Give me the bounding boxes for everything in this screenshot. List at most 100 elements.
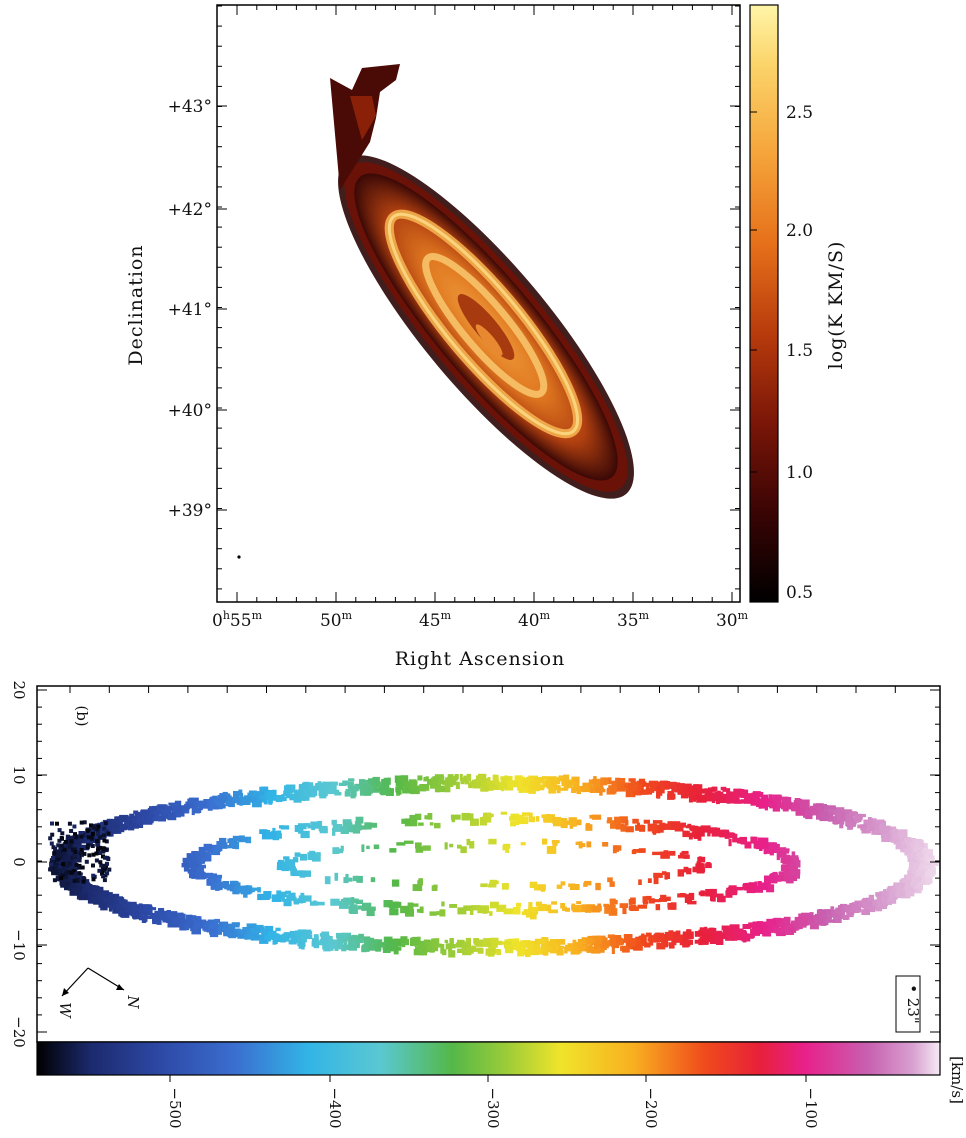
velocity-pixel — [516, 817, 523, 824]
velocity-pixel — [197, 800, 207, 808]
velocity-pixel — [112, 824, 121, 832]
velocity-pixel — [275, 927, 281, 932]
top-xtick-label-5: 30m — [716, 609, 749, 631]
velocity-pixel — [485, 818, 492, 823]
velocity-pixel — [761, 882, 769, 891]
velocity-pixel — [780, 857, 790, 863]
velocity-pixel — [638, 848, 646, 853]
velocity-pixel — [444, 784, 451, 792]
velocity-pixel — [725, 932, 734, 938]
velocity-pixel — [265, 830, 271, 834]
velocity-pixel — [680, 822, 686, 828]
velocity-pixel — [61, 850, 66, 855]
velocity-pixel — [608, 777, 612, 785]
velocity-pixel — [302, 934, 313, 940]
velocity-pixel — [397, 787, 402, 795]
velocity-pixel — [852, 905, 860, 911]
velocity-pixel — [69, 870, 74, 875]
velocity-pixel — [845, 814, 854, 823]
velocity-pixel — [149, 806, 156, 810]
velocity-pixel — [193, 801, 201, 806]
velocity-pixel — [348, 778, 355, 782]
velocity-pixel — [655, 904, 661, 911]
velocity-pixel — [279, 825, 284, 829]
velocity-pixel — [691, 788, 697, 796]
velocity-pixel — [659, 826, 664, 833]
bottom-tick-marks — [37, 686, 940, 1033]
velocity-pixel — [616, 935, 622, 942]
velocity-pixel — [299, 873, 306, 878]
velocity-pixel — [144, 906, 151, 913]
velocity-pixel — [94, 858, 99, 863]
velocity-pixel — [549, 939, 559, 943]
velocity-pixel — [355, 899, 363, 904]
velocity-pixel — [77, 858, 82, 863]
velocity-pixel — [925, 849, 933, 857]
top-cbar-label-3: 1.0 — [786, 463, 813, 483]
velocity-pixel — [389, 908, 399, 916]
velocity-pixel — [418, 878, 423, 886]
velocity-pixel — [528, 902, 533, 909]
velocity-pixel — [652, 820, 663, 824]
velocity-pixel — [292, 857, 299, 863]
velocity-pixel — [901, 839, 906, 845]
velocity-pixel — [842, 915, 849, 920]
velocity-pixel — [671, 823, 680, 828]
velocity-pixel — [405, 909, 414, 917]
velocity-pixel — [438, 780, 444, 785]
velocity-pixel — [815, 913, 823, 922]
velocity-pixel — [348, 935, 357, 944]
velocity-pixel — [75, 853, 80, 858]
velocity-pixel — [146, 811, 157, 820]
velocity-pixel — [925, 865, 933, 869]
velocity-pixel — [164, 911, 169, 917]
velocity-pixel — [867, 817, 872, 822]
velocity-pixel — [197, 867, 204, 872]
velocity-pixel — [505, 846, 510, 853]
velocity-pixel — [224, 928, 233, 934]
velocity-pixel — [861, 909, 870, 915]
velocity-pixel — [647, 937, 656, 942]
velocity-pixel — [227, 931, 234, 937]
velocity-pixel — [198, 846, 205, 853]
velocity-pixel — [274, 934, 280, 942]
velocity-pixel — [289, 930, 298, 938]
velocity-pixel — [791, 924, 801, 930]
velocity-pixel — [534, 884, 542, 891]
velocity-pixel — [542, 838, 548, 845]
velocity-pixel — [294, 825, 304, 832]
velocity-pixel — [318, 940, 329, 945]
velocity-pixel — [697, 867, 706, 873]
velocity-pixel — [804, 810, 808, 815]
velocity-pixel — [678, 854, 686, 859]
velocity-pixel — [828, 816, 836, 822]
bottom-cbar-label-2: −300 — [484, 1087, 502, 1128]
velocity-pixel — [191, 916, 201, 922]
velocity-pixel — [805, 914, 814, 922]
velocity-pixel — [374, 947, 382, 951]
velocity-pixel — [50, 832, 55, 837]
velocity-pixel — [561, 779, 572, 787]
velocity-pixel — [719, 830, 727, 838]
velocity-pixel — [91, 825, 96, 830]
velocity-pixel — [65, 863, 70, 868]
velocity-pixel — [516, 780, 524, 784]
velocity-pixel — [104, 847, 109, 852]
velocity-pixel — [294, 852, 301, 857]
velocity-pixel — [501, 941, 512, 945]
velocity-pixel — [660, 894, 667, 901]
velocity-pixel — [696, 932, 707, 936]
velocity-pixel — [105, 855, 110, 860]
velocity-pixel — [141, 817, 145, 822]
velocity-pixel — [875, 819, 885, 824]
velocity-pixel — [779, 850, 783, 858]
velocity-pixel — [119, 825, 127, 831]
bottom-ytick-label-0: 20 — [10, 680, 28, 699]
velocity-pixel — [466, 838, 471, 846]
velocity-pixel — [900, 844, 907, 849]
velocity-pixel — [83, 884, 88, 891]
velocity-pixel — [193, 922, 204, 929]
velocity-pixel — [132, 912, 139, 918]
velocity-pixel — [575, 777, 579, 785]
velocity-pixel — [479, 817, 486, 825]
